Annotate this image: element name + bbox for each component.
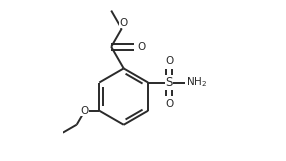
Text: O: O — [119, 18, 127, 28]
Text: S: S — [165, 76, 173, 89]
Text: NH$_2$: NH$_2$ — [186, 76, 207, 89]
Text: O: O — [138, 42, 146, 52]
Text: O: O — [81, 106, 89, 116]
Text: O: O — [165, 56, 173, 66]
Text: O: O — [165, 99, 173, 109]
